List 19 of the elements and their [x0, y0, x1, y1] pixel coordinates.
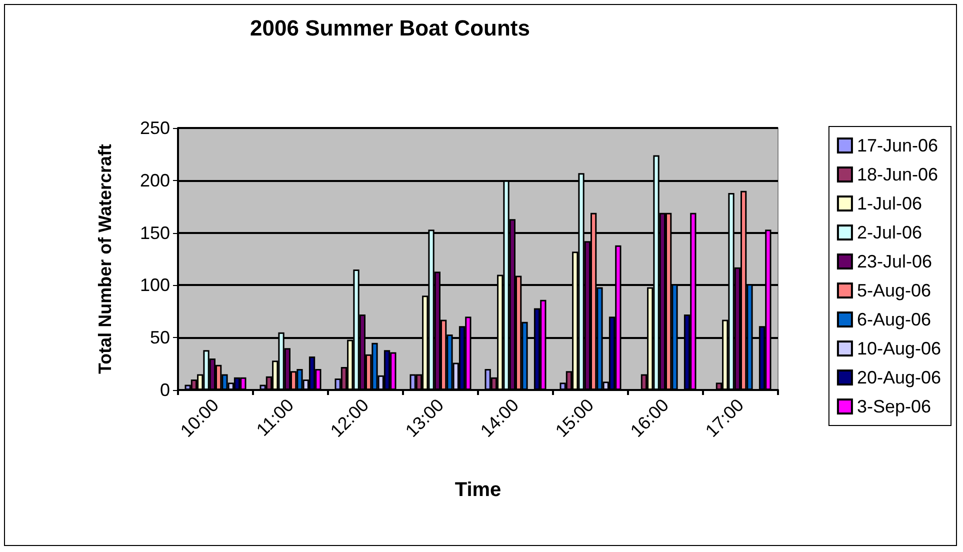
legend-label: 1-Jul-06 [856, 194, 922, 214]
legend-label: 3-Sep-06 [856, 396, 932, 416]
y-tick-label: 250 [140, 118, 170, 138]
y-tick-label: 100 [140, 275, 170, 296]
legend-label: 10-Aug-06 [856, 338, 942, 358]
y-tick-label: 0 [160, 380, 170, 400]
y-axis-title: Total Number of Watercraft [95, 144, 115, 374]
legend-label: 6-Aug-06 [856, 310, 932, 330]
x-axis-title: Time [454, 479, 502, 501]
legend-label: 20-Aug-06 [856, 368, 942, 388]
legend-label: 18-Jun-06 [856, 164, 938, 184]
legend-label: 17-Jun-06 [856, 136, 938, 156]
y-tick-label: 50 [150, 328, 170, 348]
legend-label: 5-Aug-06 [856, 280, 932, 300]
legend-label: 23-Jul-06 [856, 252, 932, 272]
chart-title: 2006 Summer Boat Counts [250, 16, 530, 40]
y-tick-label: 200 [140, 170, 170, 190]
y-tick-label: 150 [140, 222, 170, 243]
legend-label: 2-Jul-06 [856, 222, 922, 242]
